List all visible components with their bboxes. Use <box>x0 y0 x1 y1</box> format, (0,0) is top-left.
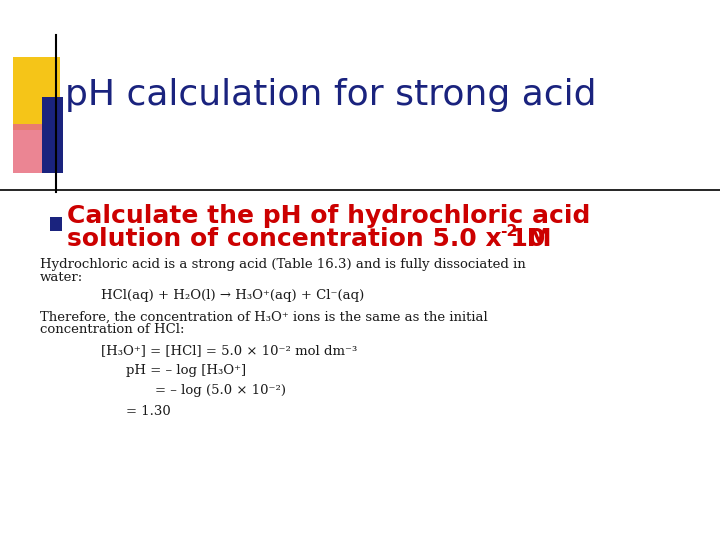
Text: = – log (5.0 × 10⁻²): = – log (5.0 × 10⁻²) <box>155 384 286 397</box>
Text: HCl(aq) + H₂O(l) → H₃O⁺(aq) + Cl⁻(aq): HCl(aq) + H₂O(l) → H₃O⁺(aq) + Cl⁻(aq) <box>101 289 364 302</box>
Text: water:: water: <box>40 271 83 284</box>
Text: Therefore, the concentration of H₃O⁺ ions is the same as the initial: Therefore, the concentration of H₃O⁺ ion… <box>40 311 487 324</box>
Text: pH calculation for strong acid: pH calculation for strong acid <box>65 78 596 111</box>
Bar <box>50 217 62 231</box>
Text: solution of concentration 5.0 x 10: solution of concentration 5.0 x 10 <box>67 227 545 251</box>
Text: Calculate the pH of hydrochloric acid: Calculate the pH of hydrochloric acid <box>67 204 590 228</box>
Bar <box>13 57 60 130</box>
Text: [H₃O⁺] = [HCl] = 5.0 × 10⁻² mol dm⁻³: [H₃O⁺] = [HCl] = 5.0 × 10⁻² mol dm⁻³ <box>101 345 357 357</box>
Bar <box>13 124 53 173</box>
Bar <box>42 97 63 173</box>
Text: concentration of HCl:: concentration of HCl: <box>40 323 184 336</box>
Text: Hydrochloric acid is a strong acid (Table 16.3) and is fully dissociated in: Hydrochloric acid is a strong acid (Tabl… <box>40 258 526 271</box>
Text: M: M <box>518 227 552 251</box>
Text: -2: -2 <box>500 224 518 239</box>
Text: pH = – log [H₃O⁺]: pH = – log [H₃O⁺] <box>126 364 246 377</box>
Text: = 1.30: = 1.30 <box>126 405 171 418</box>
